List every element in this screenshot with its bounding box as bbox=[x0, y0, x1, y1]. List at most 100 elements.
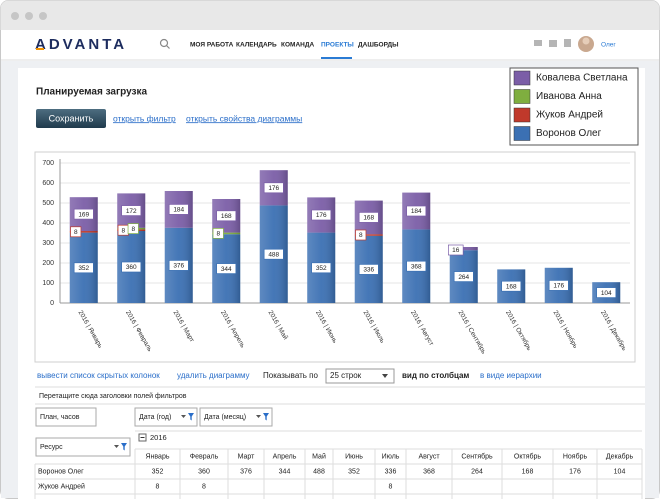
y-tick-label: 700 bbox=[42, 160, 54, 167]
table-cell: 344 bbox=[279, 468, 291, 475]
measure-field-label[interactable]: План, часов bbox=[40, 414, 80, 421]
bar-shade bbox=[449, 247, 478, 251]
data-label-box bbox=[216, 263, 237, 274]
data-label-box bbox=[263, 248, 284, 260]
row-field-label[interactable]: Ресурс bbox=[40, 444, 63, 451]
select-arrow bbox=[382, 374, 388, 378]
y-tick-label: 600 bbox=[42, 180, 54, 187]
table-cell: 360 bbox=[198, 468, 210, 475]
data-label: 360 bbox=[126, 264, 137, 271]
data-label-box bbox=[596, 287, 617, 298]
nav-item[interactable]: ПРОЕКТЫ bbox=[321, 42, 354, 49]
data-label: 8 bbox=[216, 231, 220, 238]
data-label: 176 bbox=[316, 212, 327, 219]
drop-hint: Перетащите сюда заголовки полей фильтров bbox=[39, 392, 187, 400]
table-cell: 8 bbox=[389, 483, 393, 490]
legend-label: Иванова Анна bbox=[536, 91, 602, 102]
filter-icon bbox=[263, 413, 269, 421]
toolbar-link[interactable]: вывести список скрытых колонок bbox=[37, 371, 160, 380]
toolbar-link[interactable]: удалить диаграмму bbox=[177, 371, 250, 380]
data-label-box bbox=[406, 260, 427, 272]
data-label: 184 bbox=[173, 207, 184, 214]
window-dot[interactable] bbox=[39, 12, 47, 20]
legend bbox=[509, 67, 639, 146]
logo[interactable]: ADVANTA bbox=[35, 36, 127, 53]
nav-item[interactable]: ДАШБОРДЫ bbox=[358, 42, 399, 49]
data-label: 344 bbox=[221, 266, 232, 273]
data-label-box bbox=[212, 228, 224, 239]
measure-field[interactable] bbox=[35, 407, 97, 427]
month-header: Август bbox=[418, 453, 440, 460]
legend-swatch bbox=[513, 107, 531, 123]
nav-item[interactable]: МОЯ РАБОТА bbox=[190, 42, 234, 49]
y-tick-label: 500 bbox=[42, 200, 54, 207]
column-field[interactable] bbox=[199, 407, 273, 427]
legend-swatch bbox=[513, 126, 531, 141]
search-icon[interactable] bbox=[159, 38, 169, 48]
title-bar bbox=[0, 0, 660, 30]
legend-label: Ковалева Светлана bbox=[536, 73, 628, 84]
filter-icon bbox=[188, 413, 194, 421]
save-button-label[interactable]: Сохранить bbox=[49, 113, 94, 123]
table-cell: 352 bbox=[152, 468, 164, 475]
row-field[interactable] bbox=[35, 437, 131, 457]
data-label: 352 bbox=[316, 265, 327, 272]
month-header: Декабрь bbox=[606, 452, 634, 460]
column-field-label[interactable]: Дата (год) bbox=[139, 414, 171, 421]
table-cell: 168 bbox=[522, 468, 534, 475]
month-header: Май bbox=[312, 452, 326, 460]
y-tick-label: 300 bbox=[42, 240, 54, 247]
data-label: 8 bbox=[131, 226, 135, 233]
window-dot[interactable] bbox=[11, 12, 19, 20]
month-header: Март bbox=[238, 453, 256, 460]
table-cell: 488 bbox=[313, 468, 325, 475]
page-title: Планируемая загрузка bbox=[36, 87, 148, 98]
nav-item[interactable]: КАЛЕНДАРЬ bbox=[236, 42, 277, 49]
page-size-value[interactable]: 25 строк bbox=[330, 371, 362, 380]
nav-item[interactable]: КОМАНДА bbox=[281, 42, 314, 49]
data-label-box bbox=[127, 223, 139, 234]
data-label-box bbox=[168, 204, 189, 215]
chat-icon[interactable] bbox=[549, 40, 557, 47]
save-button[interactable] bbox=[36, 109, 106, 128]
page-size-select[interactable] bbox=[325, 368, 395, 384]
data-label-box bbox=[73, 262, 94, 274]
page-size-label: Показывать по bbox=[263, 371, 318, 380]
table-cell: 336 bbox=[385, 468, 397, 475]
year-header: 2016 bbox=[150, 433, 167, 442]
link[interactable]: открыть фильтр bbox=[113, 113, 176, 123]
data-label-box bbox=[70, 226, 82, 238]
link[interactable]: открыть свойства диаграммы bbox=[186, 113, 302, 123]
data-label: 16 bbox=[452, 247, 460, 254]
table-cell: 368 bbox=[423, 468, 435, 475]
data-label: 168 bbox=[221, 213, 232, 220]
user-name[interactable]: Олег bbox=[601, 42, 616, 49]
y-tick-label: 200 bbox=[42, 260, 54, 267]
bar-shade bbox=[69, 231, 98, 233]
view-columns[interactable]: вид по столбцам bbox=[402, 371, 469, 380]
sort-icon bbox=[181, 415, 186, 418]
nav-active-underline bbox=[321, 57, 352, 59]
data-label-box bbox=[406, 205, 427, 217]
mail-icon[interactable] bbox=[534, 40, 542, 46]
data-label-box bbox=[453, 271, 474, 282]
notify-icon[interactable] bbox=[564, 39, 571, 47]
sort-icon bbox=[114, 445, 119, 448]
data-label-box bbox=[73, 208, 94, 220]
avatar bbox=[582, 37, 590, 45]
data-label-box bbox=[168, 260, 189, 271]
column-field-label[interactable]: Дата (месяц) bbox=[204, 414, 246, 421]
data-label: 8 bbox=[74, 229, 78, 236]
data-label-box bbox=[501, 280, 522, 292]
filter-icon bbox=[121, 443, 127, 451]
view-hierarchy[interactable]: в виде иерархии bbox=[480, 371, 542, 380]
y-tick-label: 100 bbox=[42, 280, 54, 287]
legend-label: Жуков Андрей bbox=[536, 110, 603, 121]
column-field[interactable] bbox=[134, 407, 198, 427]
window-dot[interactable] bbox=[25, 12, 33, 20]
logo-accent bbox=[36, 48, 44, 50]
month-header: Июнь bbox=[345, 453, 363, 460]
data-label-box bbox=[548, 280, 569, 291]
table-cell: 264 bbox=[471, 468, 483, 475]
data-label-box bbox=[263, 182, 284, 194]
